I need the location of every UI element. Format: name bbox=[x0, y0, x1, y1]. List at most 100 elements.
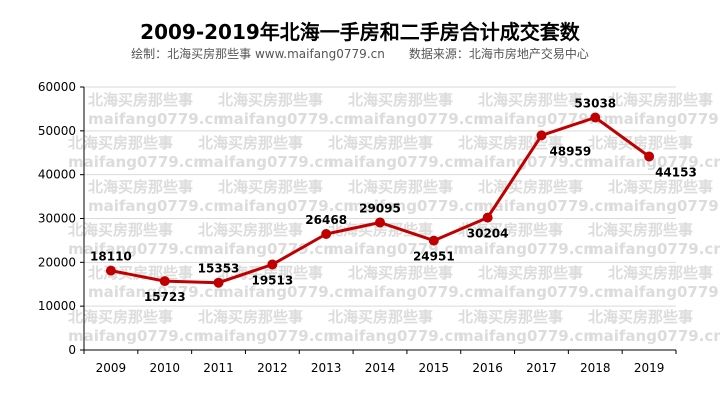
watermark-en: maifang0779.cn bbox=[328, 240, 464, 258]
watermark-en: maifang0779.cn bbox=[218, 110, 354, 128]
watermark-en: maifang0779.cn bbox=[68, 153, 204, 171]
data-point bbox=[482, 212, 493, 223]
watermark-en: maifang0779.cn bbox=[88, 110, 224, 128]
watermark-en: maifang0779.cn bbox=[328, 327, 464, 345]
watermark-en: maifang0779.cn bbox=[68, 327, 204, 345]
watermark-en: maifang0779.cn bbox=[88, 283, 224, 301]
watermark-cn: 北海买房那些事 bbox=[348, 178, 453, 196]
watermark-cn: 北海买房那些事 bbox=[478, 178, 583, 196]
watermark-cn: 北海买房那些事 bbox=[218, 91, 323, 109]
x-tick-label: 2011 bbox=[203, 361, 234, 375]
watermark-en: maifang0779.cn bbox=[348, 110, 484, 128]
data-point bbox=[375, 217, 385, 228]
watermark-cn: 北海买房那些事 bbox=[588, 134, 693, 152]
watermark-cn: 北海买房那些事 bbox=[88, 178, 193, 196]
x-tick-label: 2009 bbox=[96, 361, 127, 375]
watermark-cn: 北海买房那些事 bbox=[478, 91, 583, 109]
data-point bbox=[428, 235, 439, 246]
y-tick-label: 0 bbox=[68, 343, 76, 357]
watermark-cn: 北海买房那些事 bbox=[328, 134, 433, 152]
watermark-cn: 北海买房那些事 bbox=[218, 264, 323, 282]
watermark-cn: 北海买房那些事 bbox=[88, 91, 193, 109]
x-tick-label: 2014 bbox=[365, 361, 396, 375]
watermark-en: maifang0779.cn bbox=[588, 240, 720, 258]
watermark-cn: 北海买房那些事 bbox=[328, 308, 433, 326]
watermark-en: maifang0779.cn bbox=[218, 283, 354, 301]
data-point bbox=[159, 276, 170, 287]
watermark-cn: 北海买房那些事 bbox=[348, 264, 453, 282]
data-label: 24951 bbox=[413, 250, 455, 264]
data-point bbox=[590, 112, 601, 123]
x-tick-label: 2012 bbox=[257, 361, 288, 375]
watermark-cn: 北海买房那些事 bbox=[328, 221, 433, 239]
data-label: 15723 bbox=[144, 290, 186, 304]
data-point bbox=[536, 130, 547, 141]
watermark-cn: 北海买房那些事 bbox=[68, 221, 173, 239]
data-point bbox=[213, 277, 224, 288]
watermark-cn: 北海买房那些事 bbox=[68, 134, 173, 152]
watermark-cn: 北海买房那些事 bbox=[458, 134, 563, 152]
watermark-cn: 北海买房那些事 bbox=[608, 91, 713, 109]
data-point bbox=[644, 151, 655, 162]
data-point bbox=[105, 265, 116, 276]
watermark-cn: 北海买房那些事 bbox=[458, 308, 563, 326]
watermark-cn: 北海买房那些事 bbox=[198, 221, 303, 239]
data-label: 19513 bbox=[251, 273, 293, 287]
watermark-en: maifang0779.cn bbox=[588, 327, 720, 345]
watermark-en: maifang0779.cn bbox=[198, 327, 334, 345]
watermark-en: maifang0779.cn bbox=[218, 197, 354, 215]
watermark-en: maifang0779.cn bbox=[478, 197, 614, 215]
watermark-en: maifang0779.cn bbox=[458, 327, 594, 345]
watermark-cn: 北海买房那些事 bbox=[88, 264, 193, 282]
watermark-en: maifang0779.cn bbox=[458, 153, 594, 171]
watermark-en: maifang0779.cn bbox=[608, 283, 720, 301]
y-tick-label: 50000 bbox=[38, 124, 76, 138]
watermark-cn: 北海买房那些事 bbox=[218, 178, 323, 196]
data-label: 53038 bbox=[574, 97, 616, 111]
y-tick-label: 10000 bbox=[38, 299, 76, 313]
data-point bbox=[267, 259, 278, 270]
watermark-en: maifang0779.cn bbox=[348, 197, 484, 215]
watermark-cn: 北海买房那些事 bbox=[348, 91, 453, 109]
watermark-cn: 北海买房那些事 bbox=[588, 308, 693, 326]
source-text: 数据来源：北海市房地产交易中心 bbox=[408, 47, 589, 61]
data-label: 15353 bbox=[198, 262, 240, 276]
watermark-cn: 北海买房那些事 bbox=[608, 264, 713, 282]
chart-subtitle: 绘制：北海买房那些事 www.maifang0779.cn 数据来源：北海市房地产… bbox=[0, 45, 720, 62]
data-label: 26468 bbox=[305, 213, 347, 227]
watermark-en: maifang0779.cn bbox=[68, 240, 204, 258]
data-label: 29095 bbox=[359, 201, 401, 215]
watermark-en: maifang0779.cn bbox=[608, 110, 720, 128]
watermark-en: maifang0779.cn bbox=[608, 197, 720, 215]
data-point bbox=[321, 228, 332, 239]
data-label: 18110 bbox=[90, 250, 132, 264]
x-tick-label: 2017 bbox=[526, 361, 557, 375]
data-points bbox=[105, 112, 655, 288]
data-label: 48959 bbox=[549, 144, 591, 158]
data-label: 44153 bbox=[655, 165, 697, 179]
watermark-cn: 北海买房那些事 bbox=[68, 308, 173, 326]
data-label: 30204 bbox=[467, 227, 509, 241]
x-tick-label: 2016 bbox=[472, 361, 503, 375]
chart-title: 2009-2019年北海一手房和二手房合计成交套数 bbox=[140, 20, 580, 44]
watermark-en: maifang0779.cn bbox=[198, 240, 334, 258]
watermark-en: maifang0779.cn bbox=[588, 153, 720, 171]
watermark-cn: 北海买房那些事 bbox=[458, 221, 563, 239]
watermark-en: maifang0779.cn bbox=[328, 153, 464, 171]
watermark-en: maifang0779.cn bbox=[348, 283, 484, 301]
y-tick-label: 60000 bbox=[38, 80, 76, 94]
watermark-en: maifang0779.cn bbox=[88, 197, 224, 215]
watermark-cn: 北海买房那些事 bbox=[198, 308, 303, 326]
watermark-cn: 北海买房那些事 bbox=[478, 264, 583, 282]
watermark-cn: 北海买房那些事 bbox=[588, 221, 693, 239]
watermark-en: maifang0779.cn bbox=[198, 153, 334, 171]
x-tick-label: 2013 bbox=[311, 361, 342, 375]
data-labels: 18110 15723 15353 19513 26468 29095 24951 30204… bbox=[90, 97, 697, 305]
y-tick-label: 30000 bbox=[38, 212, 76, 226]
y-tick-label: 40000 bbox=[38, 168, 76, 182]
watermark-cn: 北海买房那些事 bbox=[608, 178, 713, 196]
x-tick-label: 2019 bbox=[634, 361, 665, 375]
credit-text: 绘制：北海买房那些事 www.maifang0779.cn bbox=[131, 47, 385, 61]
y-tick-label: 20000 bbox=[38, 255, 76, 269]
